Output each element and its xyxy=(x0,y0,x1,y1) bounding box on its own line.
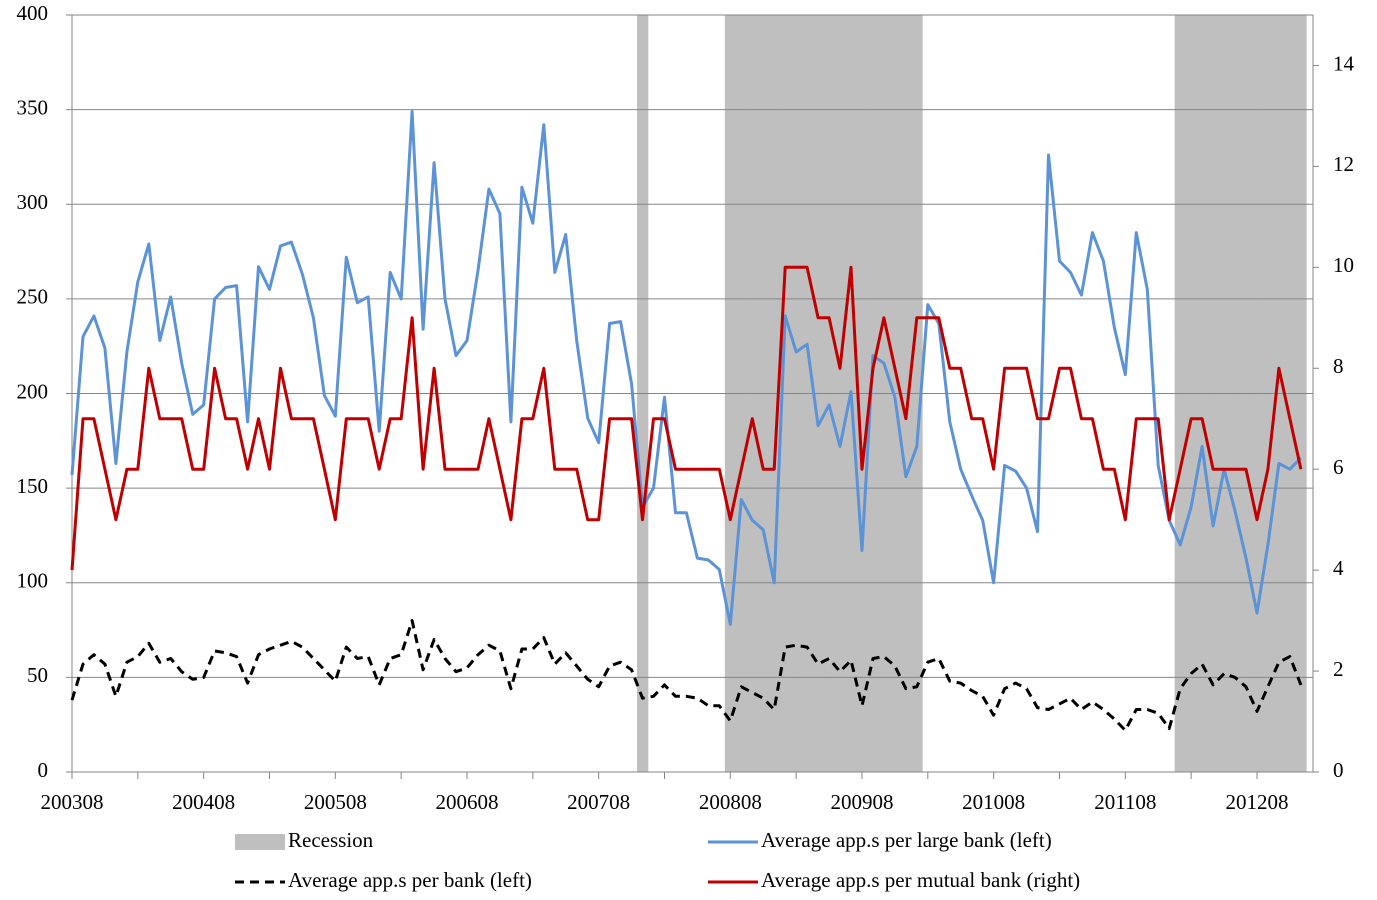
y2-tick-label: 10 xyxy=(1333,253,1354,277)
legend-label: Average app.s per mutual bank (right) xyxy=(761,868,1080,892)
legend-label: Recession xyxy=(288,828,374,852)
y2-tick-label: 2 xyxy=(1333,657,1344,681)
legend-swatch xyxy=(235,834,285,850)
y2-tick-label: 6 xyxy=(1333,455,1344,479)
y-tick-label: 350 xyxy=(17,95,49,119)
x-tick-label: 201108 xyxy=(1094,790,1156,814)
x-tick-label: 200908 xyxy=(830,790,893,814)
series-line xyxy=(70,265,1303,571)
legend-label: Average app.s per bank (left) xyxy=(288,868,532,892)
y2-tick-label: 12 xyxy=(1333,152,1354,176)
x-tick-label: 200308 xyxy=(41,790,104,814)
y2-tick-label: 8 xyxy=(1333,354,1344,378)
x-tick-label: 200608 xyxy=(435,790,498,814)
y2-tick-label: 0 xyxy=(1333,758,1344,782)
series-line xyxy=(70,110,1302,626)
x-tick-label: 200508 xyxy=(304,790,367,814)
legend-label: Average app.s per large bank (left) xyxy=(761,828,1052,852)
x-tick-label: 200708 xyxy=(567,790,630,814)
y-tick-label: 150 xyxy=(17,474,49,498)
y-tick-label: 200 xyxy=(17,379,49,403)
y-tick-label: 0 xyxy=(38,758,49,782)
y2-tick-label: 4 xyxy=(1333,556,1344,580)
y-tick-label: 250 xyxy=(17,285,49,309)
y2-tick-label: 14 xyxy=(1333,51,1355,75)
x-tick-label: 200408 xyxy=(172,790,235,814)
y-tick-label: 100 xyxy=(17,569,49,593)
series-line xyxy=(70,619,1303,732)
x-tick-label: 200808 xyxy=(699,790,762,814)
y-tick-label: 50 xyxy=(27,663,48,687)
y-tick-label: 300 xyxy=(17,190,49,214)
x-tick-label: 201008 xyxy=(962,790,1025,814)
y-tick-label: 400 xyxy=(17,1,49,25)
x-tick-label: 201208 xyxy=(1225,790,1288,814)
